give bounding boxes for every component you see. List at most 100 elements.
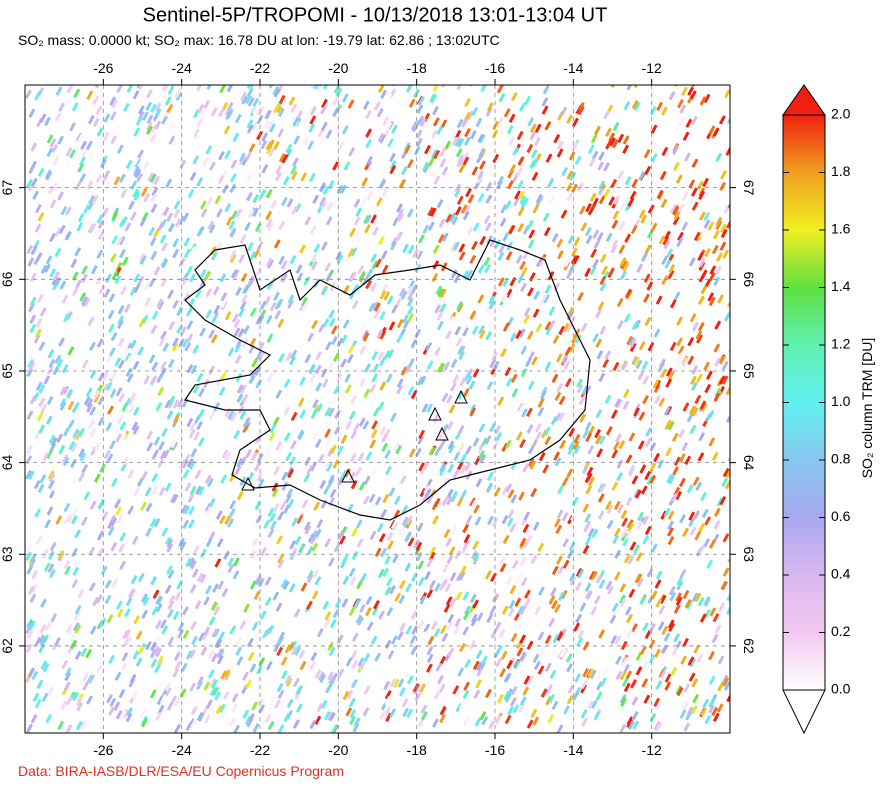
pixel bbox=[211, 314, 219, 324]
pixel bbox=[680, 655, 688, 665]
pixel bbox=[433, 175, 441, 185]
colorbar-tick-label: 0.4 bbox=[831, 566, 851, 582]
pixel bbox=[25, 89, 32, 99]
pixel bbox=[467, 194, 475, 204]
pixel bbox=[312, 430, 319, 441]
pixel bbox=[280, 670, 288, 680]
pixel bbox=[47, 470, 55, 480]
pixel bbox=[644, 629, 652, 639]
pixel bbox=[614, 398, 621, 408]
pixel bbox=[34, 223, 42, 233]
pixel bbox=[565, 182, 573, 192]
pixel bbox=[336, 445, 344, 455]
pixel bbox=[211, 601, 219, 611]
pixel bbox=[252, 723, 260, 733]
pixel bbox=[320, 105, 328, 115]
pixel bbox=[505, 483, 513, 493]
pixel bbox=[472, 555, 480, 565]
pixel bbox=[277, 107, 285, 118]
pixel bbox=[108, 654, 116, 665]
pixel bbox=[369, 530, 377, 540]
pixel bbox=[376, 107, 384, 118]
pixel bbox=[414, 691, 422, 702]
pixel bbox=[611, 219, 619, 229]
pixel bbox=[303, 521, 311, 531]
pixel bbox=[319, 196, 327, 207]
pixel bbox=[547, 714, 555, 724]
pixel bbox=[382, 567, 390, 578]
pixel bbox=[584, 536, 592, 546]
pixel bbox=[294, 646, 302, 656]
pixel bbox=[269, 301, 277, 312]
pixel bbox=[681, 191, 689, 201]
pixel bbox=[251, 121, 259, 131]
pixel bbox=[650, 222, 658, 232]
pixel bbox=[486, 482, 494, 492]
pixel bbox=[508, 136, 515, 146]
pixel bbox=[716, 252, 723, 262]
pixel bbox=[58, 337, 65, 347]
pixel bbox=[291, 157, 299, 167]
pixel bbox=[472, 552, 480, 562]
pixel bbox=[385, 122, 393, 132]
pixel bbox=[439, 705, 447, 716]
pixel bbox=[251, 621, 259, 631]
pixel bbox=[108, 293, 116, 303]
pixel bbox=[73, 610, 81, 621]
pixel bbox=[253, 462, 261, 472]
pixel bbox=[183, 248, 191, 258]
pixel bbox=[524, 529, 531, 539]
pixel bbox=[718, 375, 726, 385]
pixel bbox=[645, 427, 653, 437]
pixel bbox=[389, 164, 397, 175]
pixel bbox=[210, 652, 218, 663]
pixel bbox=[532, 521, 540, 531]
pixel bbox=[201, 561, 209, 571]
pixel bbox=[400, 165, 408, 176]
pixel bbox=[584, 513, 592, 523]
pixel bbox=[137, 105, 145, 115]
pixel bbox=[25, 455, 33, 465]
pixel bbox=[235, 635, 243, 646]
pixel bbox=[699, 400, 707, 410]
pixel bbox=[506, 575, 514, 586]
pixel bbox=[574, 581, 582, 592]
pixel bbox=[135, 116, 143, 126]
pixel bbox=[156, 595, 164, 606]
pixel bbox=[691, 678, 699, 688]
pixel bbox=[364, 363, 371, 373]
pixel bbox=[339, 184, 347, 195]
pixel bbox=[476, 612, 484, 622]
pixel bbox=[168, 594, 176, 605]
pixel bbox=[362, 420, 370, 430]
pixel bbox=[727, 452, 730, 462]
pixel bbox=[125, 355, 133, 365]
pixel bbox=[238, 307, 245, 318]
pixel bbox=[616, 504, 624, 514]
pixel bbox=[595, 338, 603, 348]
pixel bbox=[348, 147, 356, 157]
pixel bbox=[419, 595, 427, 605]
pixel bbox=[396, 203, 403, 213]
pixel bbox=[396, 631, 404, 641]
pixel bbox=[434, 582, 441, 593]
pixel bbox=[285, 677, 293, 687]
pixel bbox=[491, 351, 499, 362]
pixel bbox=[579, 602, 587, 612]
pixel bbox=[613, 500, 621, 511]
pixel bbox=[682, 527, 690, 537]
pixel bbox=[359, 198, 367, 209]
pixel bbox=[29, 553, 37, 563]
pixel bbox=[93, 389, 101, 400]
pixel bbox=[287, 299, 294, 309]
pixel bbox=[151, 606, 159, 616]
pixel bbox=[332, 107, 340, 118]
pixel bbox=[469, 407, 477, 417]
pixel bbox=[133, 191, 141, 201]
pixel bbox=[531, 158, 539, 168]
pixel bbox=[661, 106, 668, 116]
pixel bbox=[578, 395, 586, 406]
pixel bbox=[230, 269, 238, 279]
pixel bbox=[620, 509, 628, 520]
pixel bbox=[25, 551, 33, 562]
